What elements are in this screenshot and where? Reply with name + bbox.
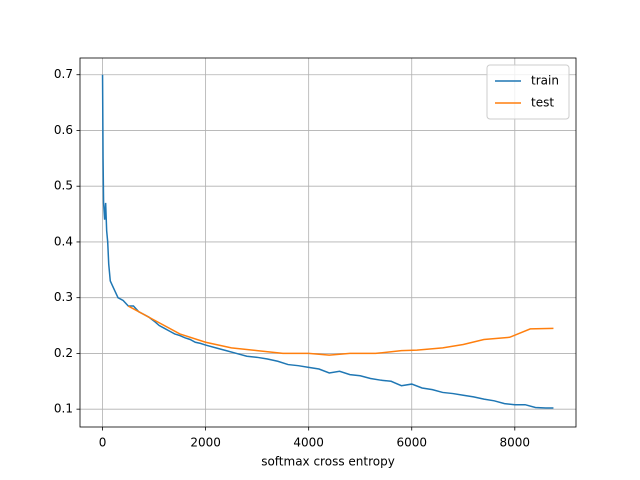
legend-label: train xyxy=(531,74,559,88)
y-tick-label: 0.2 xyxy=(54,346,73,360)
series-line xyxy=(101,74,554,409)
y-tick-label: 0.1 xyxy=(54,402,73,416)
y-tick-label: 0.7 xyxy=(54,67,73,81)
x-axis-label: softmax cross entropy xyxy=(261,455,395,469)
series-line xyxy=(127,305,554,356)
x-tick-label: 0 xyxy=(99,436,107,450)
legend-box xyxy=(486,64,570,120)
y-tick-label: 0.5 xyxy=(54,179,73,193)
x-tick-label: 8000 xyxy=(500,436,531,450)
y-tick-label: 0.3 xyxy=(54,290,73,304)
x-tick-label: 6000 xyxy=(396,436,427,450)
x-tick-label: 2000 xyxy=(190,436,221,450)
legend-label: test xyxy=(531,96,554,110)
y-tick-label: 0.4 xyxy=(54,234,73,248)
y-tick-label: 0.6 xyxy=(54,123,73,137)
x-tick-label: 4000 xyxy=(293,436,324,450)
axes-frame xyxy=(79,57,577,428)
